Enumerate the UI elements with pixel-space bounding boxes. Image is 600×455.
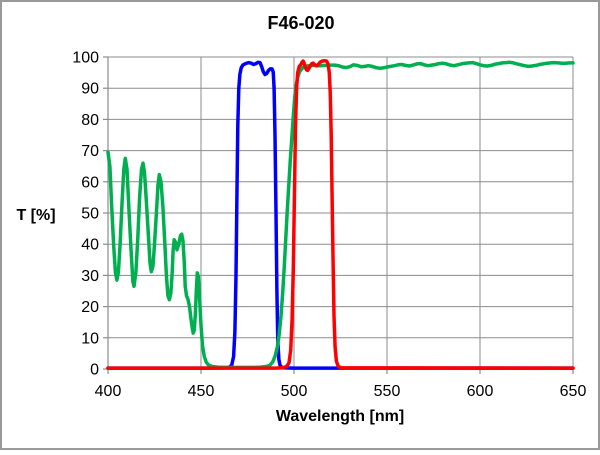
y-tick-label-40: 40 <box>81 237 99 254</box>
x-tick-label-400: 400 <box>95 383 122 400</box>
series-lines <box>106 58 575 370</box>
tick-labels: 0 10 20 30 40 50 60 70 80 90 100 400 450 500 550 600 650 <box>72 50 586 401</box>
x-tick-label-500: 500 <box>281 383 308 400</box>
x-axis-title: Wavelength [nm] <box>276 408 404 425</box>
chart-title: F46-020 <box>267 13 334 33</box>
y-tick-label-10: 10 <box>81 330 99 347</box>
y-tick-label-100: 100 <box>72 50 99 67</box>
x-tick-label-550: 550 <box>374 383 401 400</box>
y-tick-label-70: 70 <box>81 143 99 160</box>
y-tick-label-90: 90 <box>81 81 99 98</box>
series-line-blue-bandpass <box>106 60 575 370</box>
y-tick-label-20: 20 <box>81 299 99 316</box>
x-tick-label-600: 600 <box>467 383 494 400</box>
series-line-red-bandpass <box>106 58 575 370</box>
y-axis-title: T [%] <box>16 207 55 224</box>
x-tick-label-450: 450 <box>188 383 215 400</box>
y-tick-label-50: 50 <box>81 206 99 223</box>
series-line-green-substrate <box>106 60 575 370</box>
y-tick-label-0: 0 <box>90 362 99 379</box>
y-tick-label-60: 60 <box>81 174 99 191</box>
y-tick-label-30: 30 <box>81 268 99 285</box>
x-tick-label-650: 650 <box>560 383 587 400</box>
y-tick-label-80: 80 <box>81 112 99 129</box>
